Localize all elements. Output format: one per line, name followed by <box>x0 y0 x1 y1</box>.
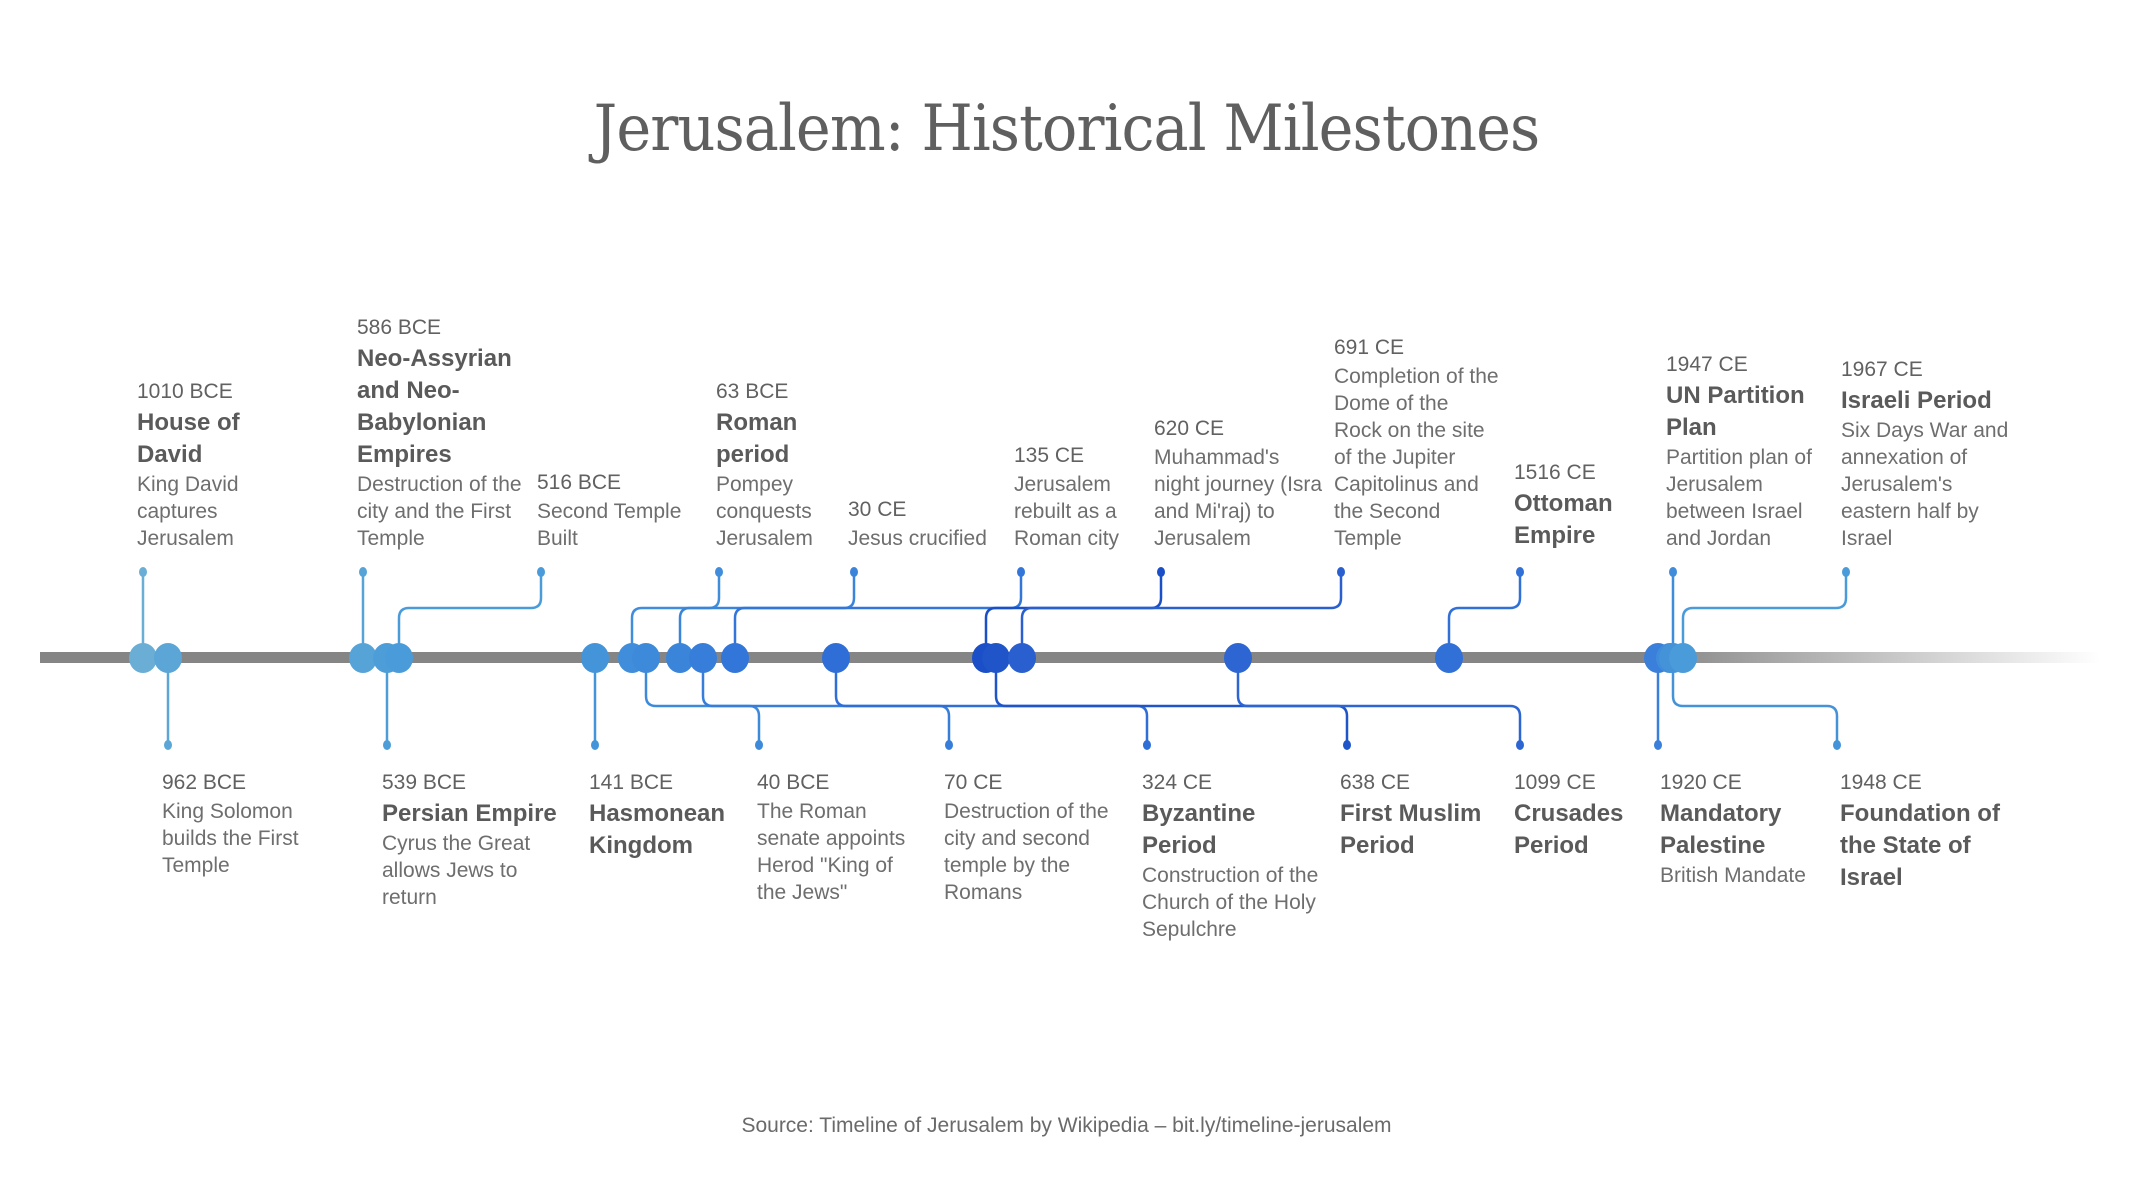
event-top-586bce: 586 BCE Neo-Assyrian and Neo-Babylonian … <box>357 313 532 552</box>
event-desc: The Roman senate appoints Herod "King of… <box>757 800 906 904</box>
event-name: Mandatory Palestine <box>1660 800 1782 859</box>
event-top-30ce: 30 CE Jesus crucified <box>848 495 1018 552</box>
event-desc: Destruction of the city and second templ… <box>944 800 1109 904</box>
event-name: Neo-Assyrian and Neo-Babylonian Empires <box>357 345 512 468</box>
event-date: 63 BCE <box>716 380 789 403</box>
event-desc: Cyrus the Great allows Jews to return <box>382 832 531 909</box>
event-top-691ce: 691 CE Completion of the Dome of the Roc… <box>1334 333 1499 552</box>
event-name: Israeli Period <box>1841 387 1992 414</box>
event-date: 586 BCE <box>357 316 442 339</box>
event-top-135ce: 135 CE Jerusalem rebuilt as a Roman city <box>1014 441 1144 552</box>
event-date: 141 BCE <box>589 771 674 794</box>
event-name: Ottoman Empire <box>1514 490 1613 549</box>
event-date: 962 BCE <box>162 771 247 794</box>
event-date: 691 CE <box>1334 336 1405 359</box>
event-bottom-40bce: 40 BCE The Roman senate appoints Herod "… <box>757 768 927 906</box>
event-date: 1010 BCE <box>137 380 233 403</box>
event-date: 539 BCE <box>382 771 467 794</box>
event-date: 1947 CE <box>1666 353 1748 376</box>
event-name: Foundation of the State of Israel <box>1840 800 2000 891</box>
event-date: 620 CE <box>1154 417 1225 440</box>
event-bottom-1948ce: 1948 CE Foundation of the State of Israe… <box>1840 768 2020 894</box>
event-bottom-539bce: 539 BCE Persian Empire Cyrus the Great a… <box>382 768 577 911</box>
event-desc: King David captures Jerusalem <box>137 473 239 550</box>
event-name: Persian Empire <box>382 800 557 827</box>
event-name: Byzantine Period <box>1142 800 1256 859</box>
event-top-1516ce: 1516 CE Ottoman Empire <box>1514 458 1644 552</box>
event-date: 324 CE <box>1142 771 1213 794</box>
event-bottom-962bce: 962 BCE King Solomon builds the First Te… <box>162 768 337 879</box>
event-desc: King Solomon builds the First Temple <box>162 800 299 877</box>
event-desc: Destruction of the city and the First Te… <box>357 473 522 550</box>
event-desc: Construction of the Church of the Holy S… <box>1142 864 1319 941</box>
connector-lines <box>141 571 1848 744</box>
event-date: 638 CE <box>1340 771 1411 794</box>
event-date: 40 BCE <box>757 771 830 794</box>
event-name: Crusades Period <box>1514 800 1624 859</box>
event-date: 135 CE <box>1014 444 1085 467</box>
event-bottom-324ce: 324 CE Byzantine Period Construction of … <box>1142 768 1327 943</box>
source-footer: Source: Timeline of Jerusalem by Wikiped… <box>741 1114 1392 1137</box>
event-date: 1948 CE <box>1840 771 1922 794</box>
pin-dots <box>139 567 1850 750</box>
event-desc: Jesus crucified <box>848 527 987 550</box>
event-name: House of David <box>137 409 240 468</box>
event-desc: Pompey conquests Jerusalem <box>716 473 813 550</box>
page-title: Jerusalem: Historical Milestones <box>593 92 1541 166</box>
event-desc: Partition plan of Jerusalem between Isra… <box>1666 446 1812 550</box>
event-name: UN Partition Plan <box>1666 382 1805 441</box>
event-top-620ce: 620 CE Muhammad's night journey (Isra an… <box>1154 414 1329 552</box>
event-date: 1967 CE <box>1841 358 1923 381</box>
event-top-516bce: 516 BCE Second Temple Built <box>537 468 712 552</box>
event-date: 1099 CE <box>1514 771 1596 794</box>
event-desc: Muhammad's night journey (Isra and Mi'ra… <box>1154 446 1323 550</box>
event-bottom-1099ce: 1099 CE Crusades Period <box>1514 768 1644 862</box>
event-bottom-70ce: 70 CE Destruction of the city and second… <box>944 768 1129 906</box>
event-bottom-1920ce: 1920 CE Mandatory Palestine British Mand… <box>1660 768 1835 889</box>
event-date: 30 CE <box>848 498 907 521</box>
event-top-1947ce: 1947 CE UN Partition Plan Partition plan… <box>1666 350 1831 552</box>
event-desc: Six Days War and annexation of Jerusalem… <box>1841 419 2009 550</box>
event-top-1967ce: 1967 CE Israeli Period Six Days War and … <box>1841 355 2016 552</box>
event-desc: Completion of the Dome of the Rock on th… <box>1334 365 1499 550</box>
event-date: 516 BCE <box>537 471 622 494</box>
event-date: 1516 CE <box>1514 461 1596 484</box>
event-date: 1920 CE <box>1660 771 1742 794</box>
event-desc: Second Temple Built <box>537 500 682 550</box>
event-name: Roman period <box>716 409 798 468</box>
event-dots <box>129 643 1697 673</box>
event-bottom-141bce: 141 BCE Hasmonean Kingdom <box>589 768 739 862</box>
event-name: First Muslim Period <box>1340 800 1482 859</box>
event-top-1010bce: 1010 BCE House of David King David captu… <box>137 377 307 552</box>
event-date: 70 CE <box>944 771 1003 794</box>
event-name: Hasmonean Kingdom <box>589 800 726 859</box>
timeline-bar <box>40 652 2100 663</box>
event-bottom-638ce: 638 CE First Muslim Period <box>1340 768 1515 862</box>
event-desc: Jerusalem rebuilt as a Roman city <box>1014 473 1120 550</box>
event-desc: British Mandate <box>1660 864 1806 887</box>
event-top-63bce: 63 BCE Roman period Pompey conquests Jer… <box>716 377 836 552</box>
